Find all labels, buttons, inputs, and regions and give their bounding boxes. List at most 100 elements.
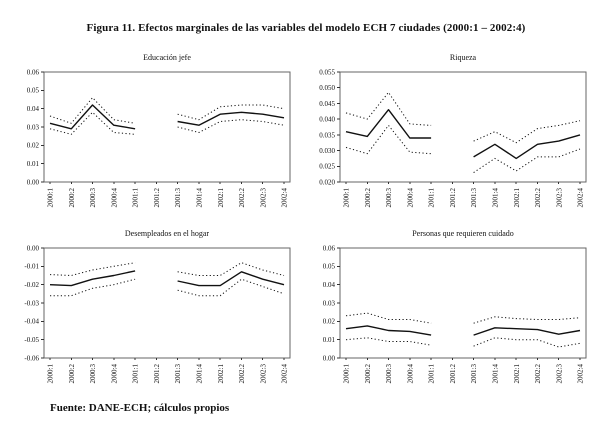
y-tick-label: -0.03 — [24, 299, 39, 307]
y-tick-label: -0.02 — [24, 281, 39, 289]
chart-canvas: 0.055 0.050 0.045 0.040 0.035 0.030 0.025 0.020… — [319, 68, 587, 208]
x-tick-label: 2002:2 — [534, 188, 542, 208]
x-tick-label: 2002:4 — [281, 188, 289, 208]
y-tick-label: 0.03 — [323, 299, 336, 307]
y-tick-label: 0.04 — [323, 281, 336, 289]
figure-title: Figura 11. Efectos marginales de las var… — [86, 22, 526, 34]
x-tick-label: 2001:3 — [470, 364, 478, 384]
x-tick-label: 2001:4 — [492, 188, 500, 208]
x-tick-label: 2000:1 — [47, 188, 55, 208]
y-tick-label: 0.00 — [27, 244, 40, 252]
chart-title-desempleados: Desempleados en el hogar — [124, 229, 210, 238]
x-axis: 2000:1 2000:2 2000:3 2000:4 2001:1 2001:2 2001… — [47, 182, 289, 207]
x-tick-label: 2000:4 — [406, 188, 414, 208]
y-tick-label: 0.040 — [319, 116, 335, 124]
y-axis: 0.00 -0.01 -0.02 -0.03 -0.04 -0.05 -0.06 — [24, 244, 44, 362]
x-tick-label: 2002:1 — [513, 188, 521, 208]
y-tick-label: 0.01 — [27, 160, 40, 168]
y-tick-label: 0.03 — [27, 123, 40, 131]
y-tick-label: 0.025 — [319, 163, 335, 171]
y-tick-label: 0.050 — [319, 84, 335, 92]
y-tick-label: 0.04 — [27, 105, 40, 113]
x-tick-label: 2002:2 — [534, 364, 542, 384]
x-tick-label: 2001:2 — [449, 364, 457, 384]
chart-desempleados-en-el-hogar: Desempleados en el hogar 0.00 -0.01 -0.02 -… — [2, 228, 298, 398]
x-tick-label: 2001:3 — [470, 188, 478, 208]
x-tick-label: 2002:2 — [238, 188, 246, 208]
chart-title-personas-cuidado: Personas que requieren cuidado — [412, 229, 514, 238]
x-tick-label: 2002:4 — [577, 188, 585, 208]
x-tick-label: 2000:3 — [89, 364, 97, 384]
series-banda-superior-line — [345, 91, 581, 144]
x-tick-label: 2001:1 — [428, 188, 436, 208]
x-tick-label: 2001:3 — [174, 188, 182, 208]
x-tick-label: 2001:2 — [153, 364, 161, 384]
chart-personas-que-requieren-cuidado: Personas que requieren cuidado 0.06 0.05 0… — [298, 228, 594, 398]
x-tick-label: 2000:3 — [385, 364, 393, 384]
x-tick-label: 2001:4 — [196, 188, 204, 208]
y-tick-label: 0.055 — [319, 68, 335, 76]
y-tick-label: 0.05 — [323, 263, 336, 271]
x-axis: 2000:1 2000:2 2000:3 2000:4 2001:1 2001:2 2001… — [47, 358, 289, 383]
series-banda-inferior-line — [345, 124, 581, 174]
x-tick-label: 2001:1 — [132, 188, 140, 208]
series-efecto-marginal-line — [49, 104, 285, 130]
chart-riqueza: Riqueza 0.055 0.050 0.045 0.040 0.035 0.030 0.… — [298, 52, 594, 222]
y-axis: 0.055 0.050 0.045 0.040 0.035 0.030 0.025 0.020 — [319, 68, 340, 186]
x-tick-label: 2002:2 — [238, 364, 246, 384]
x-tick-label: 2002:4 — [281, 364, 289, 384]
y-tick-label: 0.045 — [319, 100, 335, 108]
plot-border — [43, 71, 291, 183]
y-tick-label: 0.00 — [323, 354, 336, 362]
chart-canvas: 0.06 0.05 0.04 0.03 0.02 0.01 0.00 2000:1 2000:2… — [27, 68, 291, 207]
x-tick-label: 2001:1 — [428, 364, 436, 384]
y-tick-label: 0.02 — [323, 318, 336, 326]
plot-border — [43, 247, 291, 359]
x-tick-label: 2001:2 — [449, 188, 457, 208]
x-tick-label: 2000:3 — [89, 188, 97, 208]
series-banda-superior-line — [49, 97, 285, 124]
x-tick-label: 2002:3 — [555, 364, 563, 384]
x-tick-label: 2000:4 — [110, 364, 118, 384]
x-tick-label: 2002:4 — [577, 364, 585, 384]
series-banda-superior-line — [49, 262, 285, 276]
series-banda-inferior-line — [345, 337, 581, 348]
x-tick-label: 2000:1 — [343, 364, 351, 384]
x-tick-label: 2002:1 — [513, 364, 521, 384]
plot-border — [339, 71, 587, 183]
x-tick-label: 2002:1 — [217, 188, 225, 208]
x-tick-label: 2002:3 — [259, 364, 267, 384]
chart-title-educacion-jefe: Educación jefe — [143, 53, 191, 62]
y-tick-label: 0.06 — [323, 244, 336, 252]
series-banda-inferior-line — [49, 111, 285, 135]
x-tick-label: 2002:1 — [217, 364, 225, 384]
series-efecto-marginal-line — [345, 109, 581, 160]
y-tick-label: 0.02 — [27, 142, 40, 150]
chart-canvas: 0.06 0.05 0.04 0.03 0.02 0.01 0.00 2000:1 2000:2… — [323, 244, 587, 383]
y-tick-label: 0.030 — [319, 147, 335, 155]
x-tick-label: 2000:2 — [364, 364, 372, 384]
chart-title-riqueza: Riqueza — [449, 53, 477, 62]
y-tick-label: -0.01 — [24, 263, 39, 271]
y-tick-label: 0.05 — [27, 87, 40, 95]
x-tick-label: 2001:2 — [153, 188, 161, 208]
x-tick-label: 2001:3 — [174, 364, 182, 384]
x-tick-label: 2000:2 — [68, 364, 76, 384]
y-axis: 0.06 0.05 0.04 0.03 0.02 0.01 0.00 — [27, 68, 44, 186]
x-tick-label: 2000:2 — [68, 188, 76, 208]
y-tick-label: 0.01 — [323, 336, 336, 344]
y-tick-label: -0.04 — [24, 318, 39, 326]
x-tick-label: 2000:4 — [110, 188, 118, 208]
series-banda-superior-line — [345, 312, 581, 324]
x-tick-label: 2001:4 — [196, 364, 204, 384]
x-tick-label: 2000:1 — [343, 188, 351, 208]
x-tick-label: 2002:3 — [259, 188, 267, 208]
x-tick-label: 2000:1 — [47, 364, 55, 384]
chart-canvas: 0.00 -0.01 -0.02 -0.03 -0.04 -0.05 -0.06 2000:1… — [24, 244, 291, 383]
y-axis: 0.06 0.05 0.04 0.03 0.02 0.01 0.00 — [323, 244, 340, 362]
x-tick-label: 2000:3 — [385, 188, 393, 208]
y-tick-label: 0.020 — [319, 178, 335, 186]
x-axis: 2000:1 2000:2 2000:3 2000:4 2001:1 2001:2 2001… — [343, 358, 585, 383]
y-tick-label: -0.05 — [24, 336, 39, 344]
